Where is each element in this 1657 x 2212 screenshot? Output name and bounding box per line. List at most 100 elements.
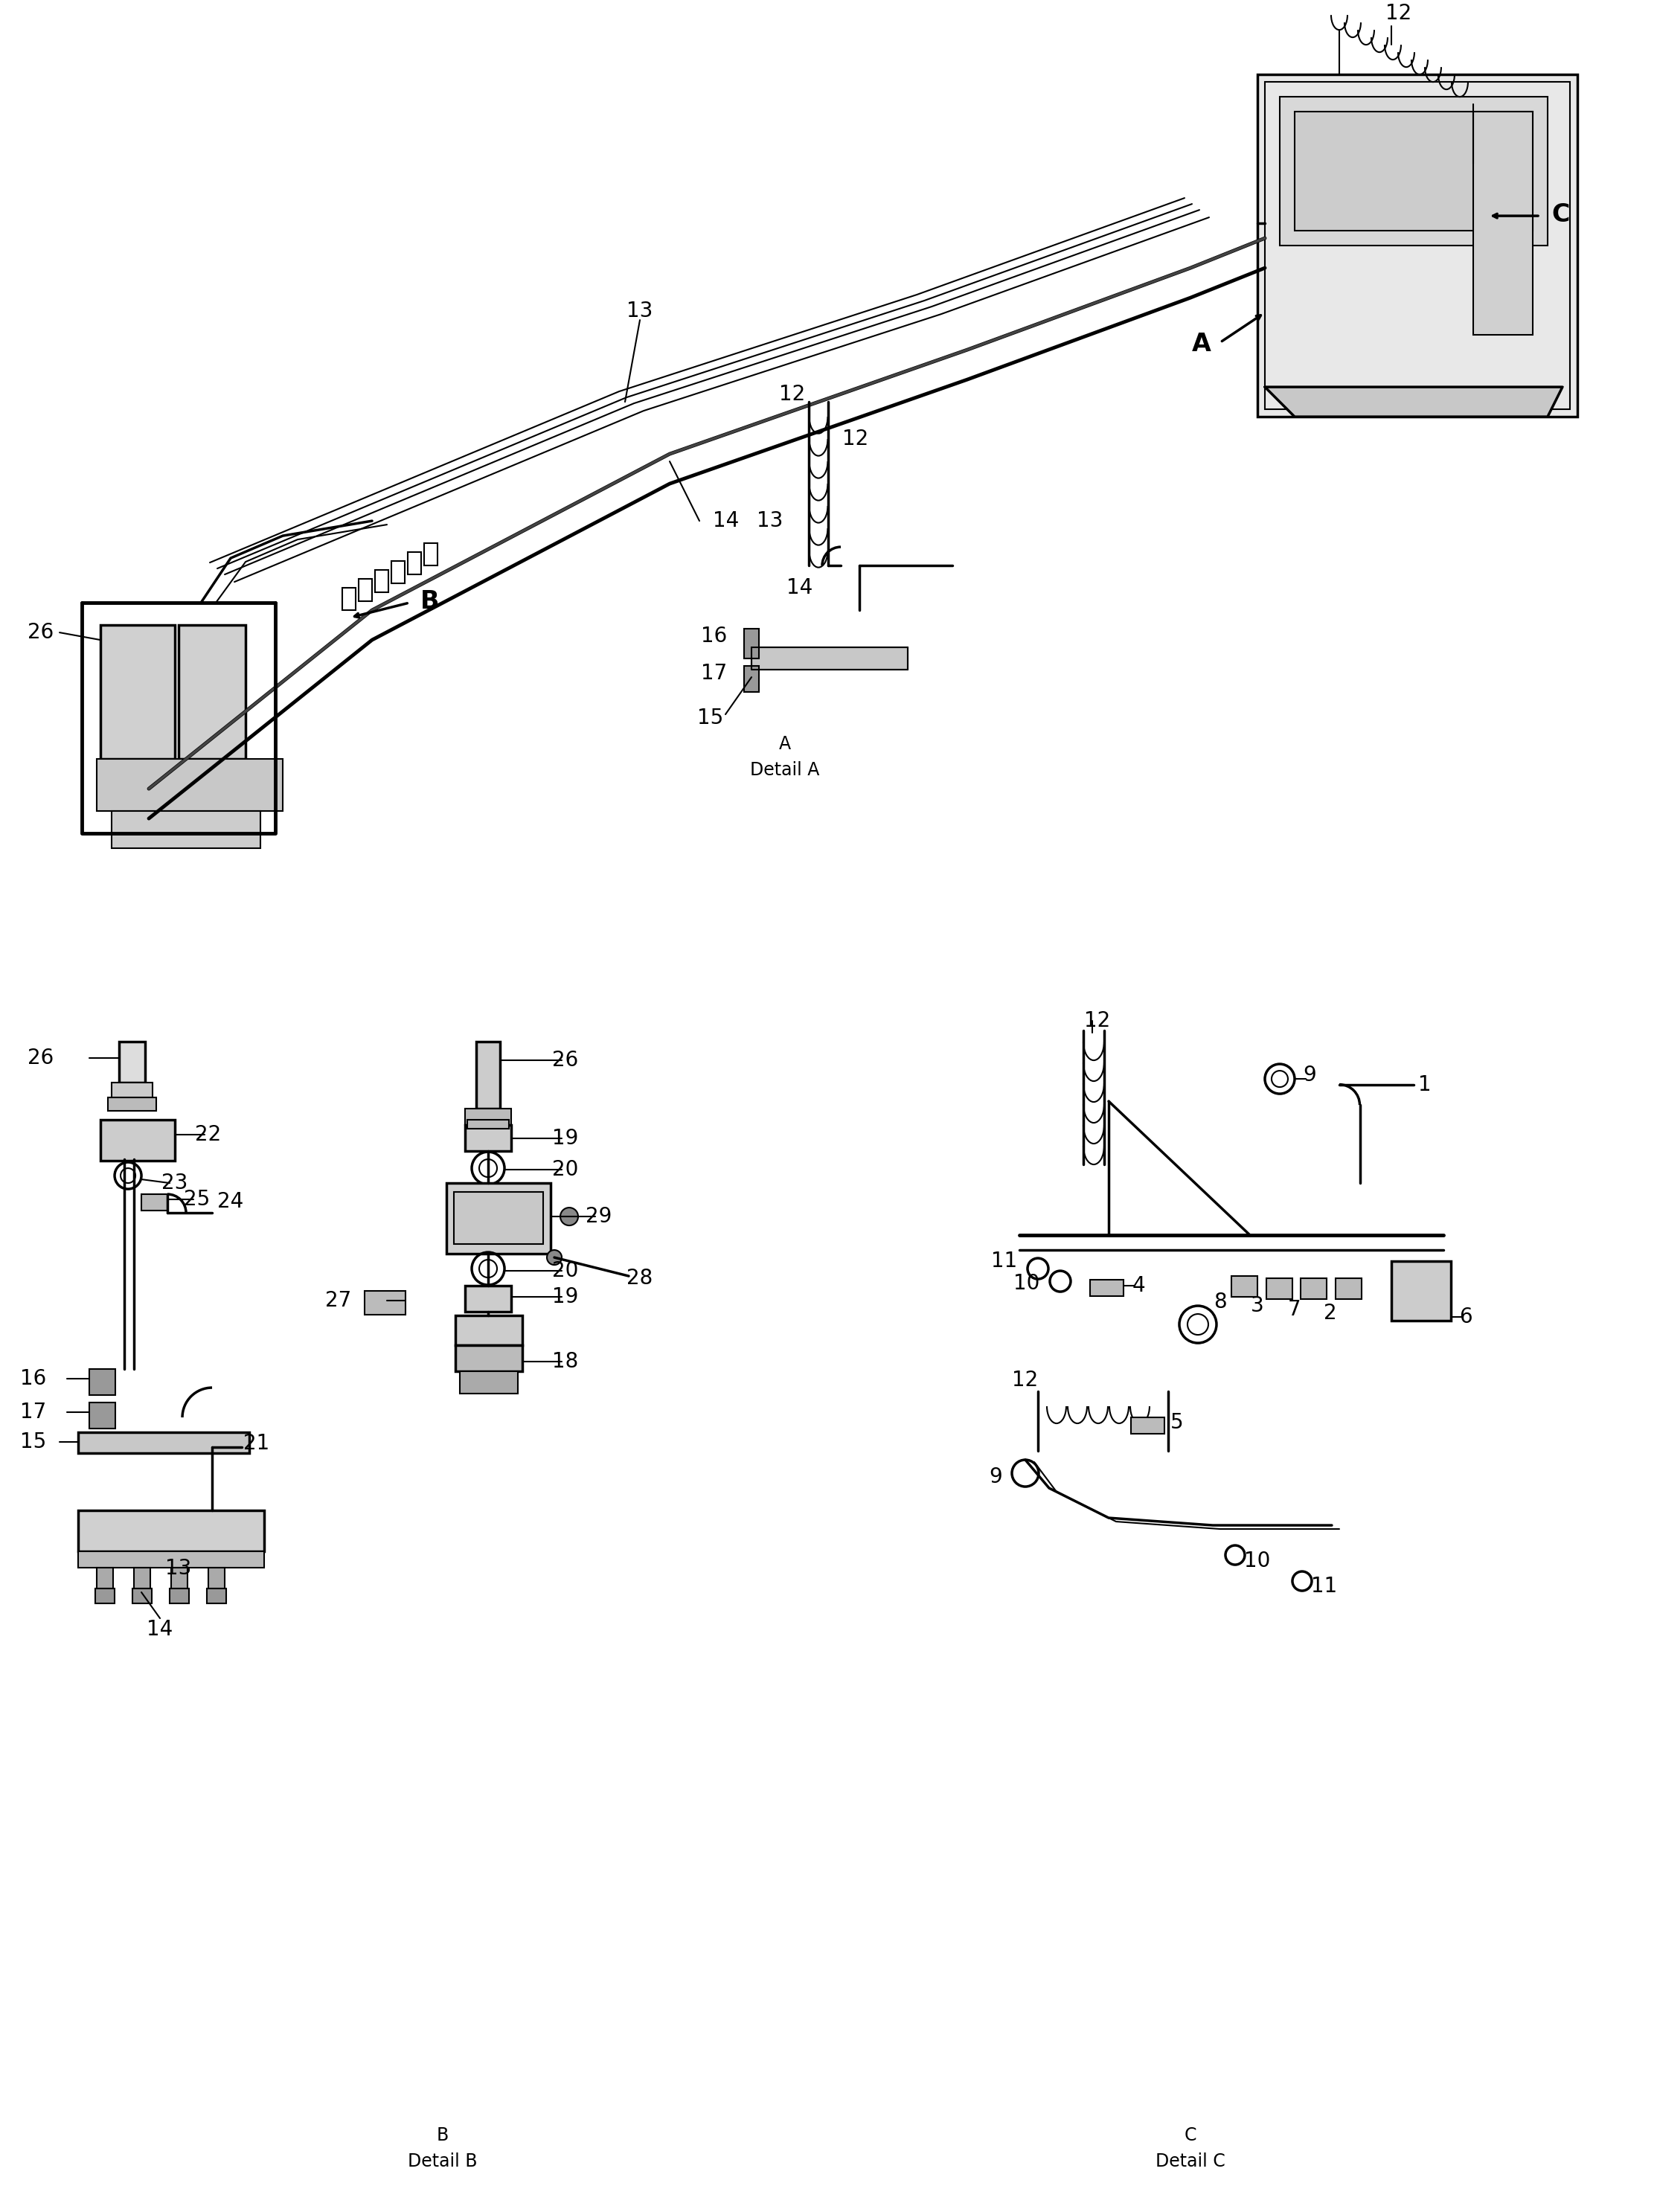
Bar — [78, 1551, 263, 1568]
Text: 9: 9 — [1302, 1064, 1316, 1086]
Text: 14: 14 — [713, 511, 739, 531]
Text: 1: 1 — [1418, 1075, 1432, 1095]
Bar — [446, 1183, 550, 1254]
Bar — [78, 1433, 249, 1453]
Bar — [744, 666, 759, 692]
Text: 16: 16 — [20, 1369, 46, 1389]
Text: 7: 7 — [1287, 1298, 1301, 1321]
Text: 18: 18 — [552, 1352, 578, 1371]
Bar — [119, 1042, 146, 1082]
Text: 2: 2 — [1324, 1303, 1337, 1323]
Bar — [374, 571, 388, 593]
Text: C: C — [1185, 2126, 1196, 2143]
Bar — [209, 1568, 225, 1588]
Bar — [358, 580, 373, 602]
Text: 13: 13 — [626, 301, 653, 321]
Text: 15: 15 — [698, 708, 724, 728]
Text: 26: 26 — [28, 1048, 55, 1068]
Polygon shape — [1264, 387, 1563, 416]
Bar — [1473, 111, 1533, 334]
Text: 15: 15 — [20, 1431, 46, 1453]
Text: 12: 12 — [1385, 2, 1412, 24]
Text: 28: 28 — [626, 1267, 653, 1290]
Bar — [744, 628, 759, 659]
Bar — [454, 1192, 543, 1243]
Text: 6: 6 — [1460, 1307, 1473, 1327]
Text: 21: 21 — [244, 1433, 270, 1453]
Bar — [1264, 82, 1569, 409]
Bar — [391, 562, 404, 584]
Bar — [1301, 1279, 1327, 1298]
Bar — [1258, 75, 1577, 416]
Text: A: A — [1191, 332, 1211, 356]
Text: Detail A: Detail A — [751, 761, 820, 779]
Circle shape — [547, 1250, 562, 1265]
Text: 8: 8 — [1213, 1292, 1226, 1312]
Text: 4: 4 — [1132, 1276, 1145, 1296]
Bar — [96, 759, 283, 812]
Text: A: A — [779, 734, 790, 752]
Text: 14: 14 — [787, 577, 814, 597]
Bar — [1090, 1281, 1123, 1296]
Bar — [456, 1345, 522, 1371]
Bar — [461, 1371, 519, 1394]
Text: 29: 29 — [587, 1206, 611, 1228]
Text: 11: 11 — [991, 1250, 1017, 1272]
Bar — [1279, 97, 1548, 246]
Bar — [169, 1588, 189, 1604]
Bar — [96, 1568, 113, 1588]
Text: 20: 20 — [552, 1261, 578, 1281]
Bar — [466, 1126, 510, 1150]
Text: 9: 9 — [989, 1467, 1002, 1486]
Text: 26: 26 — [552, 1051, 578, 1071]
Text: 20: 20 — [552, 1159, 578, 1179]
Polygon shape — [752, 648, 908, 670]
Text: 10: 10 — [1244, 1551, 1271, 1571]
Bar — [78, 1511, 263, 1551]
Bar — [1231, 1276, 1258, 1296]
Text: Detail B: Detail B — [408, 2152, 477, 2170]
Text: 12: 12 — [842, 429, 868, 449]
Text: 10: 10 — [1014, 1274, 1041, 1294]
Bar — [89, 1402, 116, 1429]
Text: 19: 19 — [552, 1287, 578, 1307]
Text: 17: 17 — [701, 664, 727, 684]
Text: 3: 3 — [1251, 1296, 1264, 1316]
Bar — [466, 1108, 510, 1126]
Text: 25: 25 — [184, 1190, 210, 1210]
Bar — [94, 1588, 114, 1604]
Bar — [179, 626, 245, 759]
Bar — [111, 812, 260, 847]
Text: 22: 22 — [196, 1124, 222, 1146]
Bar — [133, 1588, 152, 1604]
Text: 12: 12 — [1012, 1369, 1039, 1391]
Bar — [1266, 1279, 1292, 1298]
Text: C: C — [1553, 201, 1571, 226]
Bar — [1294, 111, 1533, 230]
Text: 16: 16 — [701, 626, 727, 646]
Text: 14: 14 — [147, 1619, 172, 1639]
Bar — [207, 1588, 227, 1604]
Text: 11: 11 — [1311, 1575, 1337, 1597]
Text: 5: 5 — [1170, 1411, 1183, 1433]
Bar — [108, 1097, 156, 1110]
Bar — [466, 1285, 510, 1312]
Bar — [343, 588, 356, 611]
Text: 12: 12 — [1084, 1011, 1110, 1031]
Text: 24: 24 — [217, 1192, 244, 1212]
Bar — [101, 1119, 176, 1161]
Text: B: B — [437, 2126, 449, 2143]
Bar — [424, 544, 437, 566]
Text: 26: 26 — [28, 622, 55, 644]
Text: 19: 19 — [552, 1128, 578, 1148]
Text: 12: 12 — [779, 385, 805, 405]
Bar — [476, 1042, 500, 1108]
Bar — [408, 553, 421, 575]
Text: 23: 23 — [162, 1172, 187, 1194]
Bar — [365, 1292, 406, 1314]
Text: Detail C: Detail C — [1155, 2152, 1225, 2170]
Text: B: B — [421, 588, 439, 613]
Bar — [134, 1568, 151, 1588]
Bar — [111, 1082, 152, 1097]
Bar — [467, 1119, 509, 1128]
